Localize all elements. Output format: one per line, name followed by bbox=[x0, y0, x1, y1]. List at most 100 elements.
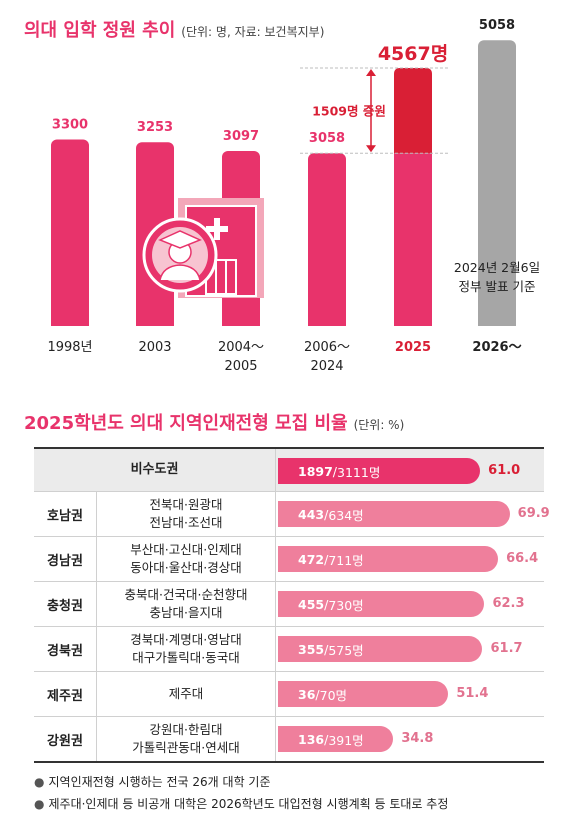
percent-label: 69.9 bbox=[517, 506, 550, 521]
category-label-4: 2006～ bbox=[304, 340, 350, 355]
university-line: 동아대·울산대·경상대 bbox=[130, 560, 242, 575]
university-list: 제주대 bbox=[97, 672, 276, 716]
university-line: 경북대·계명대·영남대 bbox=[130, 632, 242, 647]
table-row: 강원권 강원대·한림대 가톨릭관동대·연세대 136 / 391명 34.8 bbox=[34, 716, 544, 761]
admission-quota-chart: 3300 1998년 3253 2003 3097 2004～ 2005 3058 2006～ 2… bbox=[47, 18, 540, 374]
bar-2025-increase bbox=[394, 67, 432, 154]
selected-count: 36 bbox=[298, 686, 316, 702]
table-row: 제주권 제주대 36 / 70명 51.4 bbox=[34, 671, 544, 716]
total-count: 391명 bbox=[328, 732, 364, 748]
bar-cell: 355 / 575명 61.7 bbox=[276, 627, 544, 671]
chart2-title: 2025학년도 의대 지역인재전형 모집 비율 (단위: %) bbox=[24, 409, 404, 435]
value-label-1: 3300 bbox=[52, 118, 88, 133]
university-list: 충북대·건국대·순천향대 충남대·을지대 bbox=[97, 582, 276, 626]
count-separator: / bbox=[315, 686, 320, 702]
table-row: 충청권 충북대·건국대·순천향대 충남대·을지대 455 / 730명 62.3 bbox=[34, 581, 544, 626]
future-note-line-2: 정부 발표 기준 bbox=[459, 279, 536, 294]
selected-count: 136 bbox=[298, 731, 325, 747]
count-separator: / bbox=[332, 463, 338, 479]
total-count: 730명 bbox=[328, 597, 364, 613]
footnote-2-text: 제주대·인제대 등 비공개 대학은 2026학년도 대입전형 시행계획 등 토대… bbox=[48, 797, 449, 811]
region-label: 경남권 bbox=[34, 537, 97, 581]
total-count: 70명 bbox=[319, 687, 348, 703]
value-label-3: 3097 bbox=[223, 129, 259, 144]
table-row-summary: 비수도권 1897 / 3111명 61.0 bbox=[34, 449, 544, 491]
medical-student-icon bbox=[142, 198, 264, 298]
value-label-5: 4567명 bbox=[378, 43, 448, 65]
bar-1 bbox=[51, 139, 89, 326]
bar-cell: 136 / 391명 34.8 bbox=[276, 717, 544, 761]
arrow-down-icon bbox=[366, 145, 376, 153]
selected-count: 1897 bbox=[298, 463, 333, 479]
ratio-bar: 472 / 711명 bbox=[278, 546, 499, 572]
ratio-bar: 136 / 391명 bbox=[278, 726, 394, 752]
percent-label: 62.3 bbox=[492, 596, 525, 611]
chart2-unit: (단위: %) bbox=[353, 418, 405, 432]
bar-cell: 36 / 70명 51.4 bbox=[276, 672, 544, 716]
category-label-3: 2005 bbox=[224, 359, 257, 374]
university-list: 비수도권 bbox=[34, 449, 276, 491]
total-count: 3111명 bbox=[337, 464, 381, 480]
bullet-icon: ● bbox=[34, 775, 45, 789]
selected-count: 472 bbox=[298, 551, 325, 567]
count-separator: / bbox=[324, 641, 329, 657]
icon-grad-cap bbox=[158, 230, 202, 249]
university-line: 비수도권 bbox=[130, 462, 179, 477]
icon-shoulders bbox=[159, 264, 201, 281]
category-label-3: 2004～ bbox=[218, 340, 264, 355]
future-note-line-1: 2024년 2월6일 bbox=[454, 260, 540, 275]
ratio-bar: 443 / 634명 bbox=[278, 501, 510, 527]
table-row: 경남권 부산대·고신대·인제대 동아대·울산대·경상대 472 / 711명 66.4 bbox=[34, 536, 544, 581]
bar-base-3 bbox=[222, 318, 260, 326]
region-label: 제주권 bbox=[34, 672, 97, 716]
total-count: 711명 bbox=[328, 552, 364, 568]
value-label-2: 3253 bbox=[137, 120, 173, 135]
university-line: 부산대·고신대·인제대 bbox=[130, 542, 242, 557]
arrow-up-icon bbox=[366, 68, 376, 76]
category-label-6: 2026～ bbox=[472, 340, 521, 355]
footnote-1-text: 지역인재전형 시행하는 전국 26개 대학 기준 bbox=[48, 775, 271, 789]
percent-label: 51.4 bbox=[456, 686, 489, 701]
bar-base-2 bbox=[136, 318, 174, 326]
category-label-4: 2024 bbox=[310, 359, 343, 374]
category-label-1: 1998년 bbox=[47, 340, 92, 355]
university-line: 가톨릭관동대·연세대 bbox=[132, 740, 240, 755]
bar-6 bbox=[478, 40, 516, 327]
category-label-5: 2025 bbox=[395, 340, 431, 355]
count-separator: / bbox=[324, 551, 329, 567]
table-row: 경북권 경북대·계명대·영남대 대구가톨릭대·동국대 355 / 575명 61.7 bbox=[34, 626, 544, 671]
value-label-6: 5058 bbox=[479, 18, 515, 33]
bar-cell: 443 / 634명 69.9 bbox=[276, 492, 550, 536]
percent-label: 66.4 bbox=[506, 551, 539, 566]
chart2-title-text: 2025학년도 의대 지역인재전형 모집 비율 bbox=[24, 413, 348, 434]
chart1-title-text: 의대 입학 정원 추이 bbox=[24, 20, 176, 41]
university-line: 충남대·을지대 bbox=[149, 605, 223, 620]
count-separator: / bbox=[324, 506, 329, 522]
count-separator: / bbox=[324, 731, 329, 747]
bar-base-6 bbox=[478, 318, 516, 326]
university-list: 전북대·원광대 전남대·조선대 bbox=[97, 492, 276, 536]
percent-label: 34.8 bbox=[401, 731, 434, 746]
university-line: 전남대·조선대 bbox=[149, 515, 223, 530]
footnote-2: ● 제주대·인제대 등 비공개 대학은 2026학년도 대입전형 시행계획 등 토… bbox=[34, 795, 448, 812]
ratio-bar: 455 / 730명 bbox=[278, 591, 485, 617]
selected-count: 355 bbox=[298, 641, 325, 657]
selected-count: 443 bbox=[298, 506, 325, 522]
regional-talent-table: 비수도권 1897 / 3111명 61.0 호남권 전북대·원광대 전남대·조선대 443… bbox=[34, 447, 550, 763]
university-line: 강원대·한림대 bbox=[149, 722, 223, 737]
bar-2025 bbox=[394, 153, 432, 326]
bar-cell: 455 / 730명 62.3 bbox=[276, 582, 544, 626]
total-count: 575명 bbox=[328, 642, 364, 658]
university-line: 대구가톨릭대·동국대 bbox=[132, 650, 240, 665]
bar-base-4 bbox=[308, 318, 346, 326]
table-row: 호남권 전북대·원광대 전남대·조선대 443 / 634명 69.9 bbox=[34, 491, 550, 536]
icon-cross-v bbox=[214, 218, 220, 240]
bar-cell: 1897 / 3111명 61.0 bbox=[276, 449, 544, 491]
total-count: 634명 bbox=[328, 507, 364, 523]
region-label: 호남권 bbox=[34, 492, 97, 536]
increase-label: 1509명 증원 bbox=[312, 104, 386, 119]
bar-4 bbox=[308, 153, 346, 326]
